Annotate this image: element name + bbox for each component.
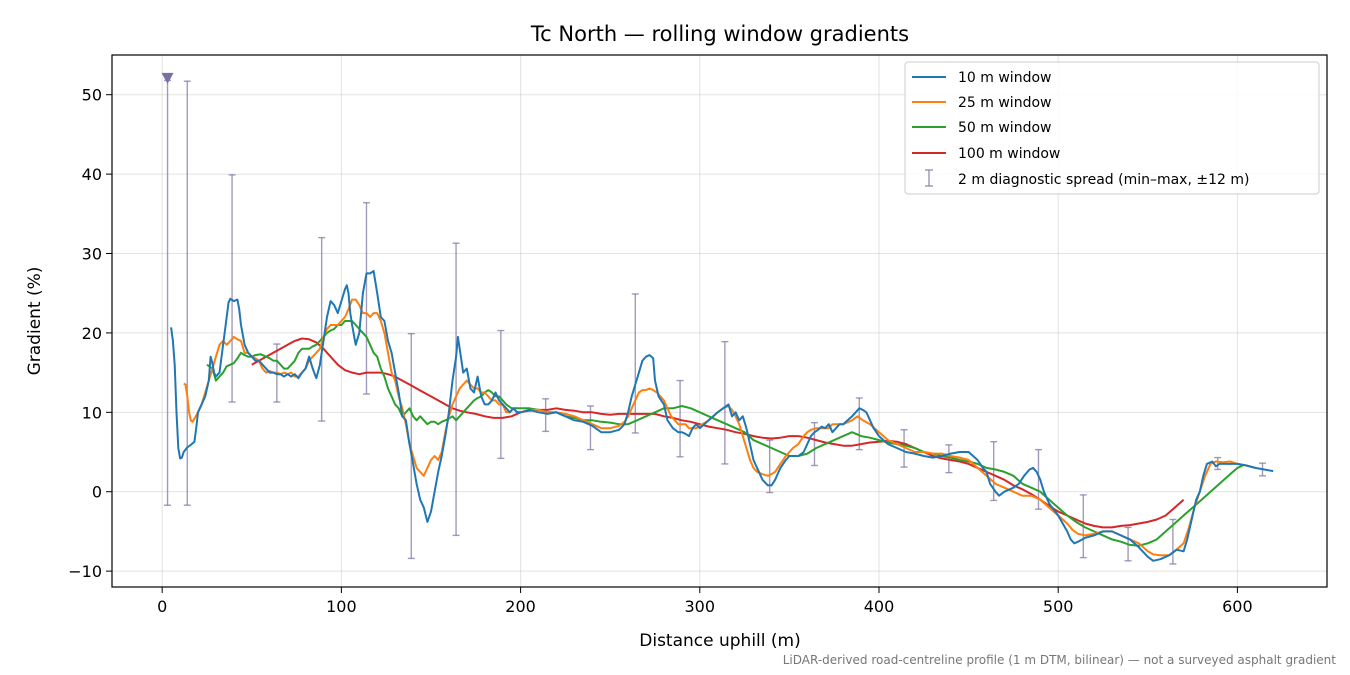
legend: 10 m window 25 m window 50 m window 100 …	[904, 61, 1320, 195]
spread-bar	[362, 201, 370, 395]
legend-box	[904, 61, 1320, 195]
y-axis-ticks: −10 0 10 20 30 40 50	[68, 86, 112, 581]
x-tick-label: 200	[505, 597, 536, 616]
y-axis-label: Gradient (%)	[25, 267, 45, 376]
series-lines	[170, 270, 1274, 562]
plot-area-frame	[111, 54, 1328, 588]
x-tick-label: 300	[685, 597, 716, 616]
spread-bar	[900, 429, 908, 468]
x-tick-label: 600	[1222, 597, 1253, 616]
legend-label-10m: 10 m window	[958, 70, 1051, 86]
spread-bar	[452, 242, 460, 537]
spread-bar	[1169, 518, 1177, 565]
legend-label-25m: 25 m window	[958, 95, 1051, 111]
spread-bar	[1214, 456, 1222, 471]
y-tick-label: 40	[82, 165, 102, 184]
x-tick-label: 0	[157, 597, 167, 616]
x-tick-label: 400	[864, 597, 895, 616]
spread-bar	[676, 379, 684, 458]
y-tick-label: 50	[82, 86, 102, 105]
spread-bar	[407, 333, 415, 560]
legend-label-spread: 2 m diagnostic spread (min–max, ±12 m)	[958, 172, 1249, 188]
y-tick-label: 0	[92, 483, 102, 502]
chart-title: Tc North — rolling window gradients	[530, 22, 909, 46]
grid	[112, 55, 1327, 587]
clipped-marker-icon	[161, 72, 174, 84]
spread-bar	[318, 236, 326, 422]
y-tick-label: 10	[82, 403, 102, 422]
y-tick-label: 20	[82, 324, 102, 343]
spread-bar	[497, 329, 505, 460]
x-axis-label: Distance uphill (m)	[639, 631, 800, 651]
x-axis-ticks: 0 100 200 300 400 500 600	[157, 587, 1253, 616]
footnote: LiDAR-derived road-centreline profile (1…	[783, 653, 1337, 667]
x-tick-label: 500	[1043, 597, 1074, 616]
legend-label-100m: 100 m window	[958, 146, 1060, 162]
legend-swatch-spread	[925, 169, 933, 187]
spread-bar	[183, 80, 191, 506]
spread-bar	[631, 293, 639, 434]
spread-bar	[855, 397, 863, 451]
spread-bar	[766, 439, 774, 494]
y-tick-label: −10	[68, 562, 102, 581]
x-tick-label: 100	[326, 597, 357, 616]
series-line-0	[170, 270, 1274, 562]
series-line-2	[206, 320, 1244, 547]
spread-bar	[721, 340, 729, 465]
y-tick-label: 30	[82, 245, 102, 264]
spread-bar	[542, 398, 550, 433]
legend-label-50m: 50 m window	[958, 120, 1051, 136]
